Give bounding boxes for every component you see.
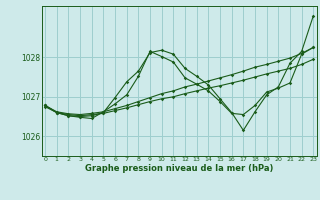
X-axis label: Graphe pression niveau de la mer (hPa): Graphe pression niveau de la mer (hPa) bbox=[85, 164, 273, 173]
